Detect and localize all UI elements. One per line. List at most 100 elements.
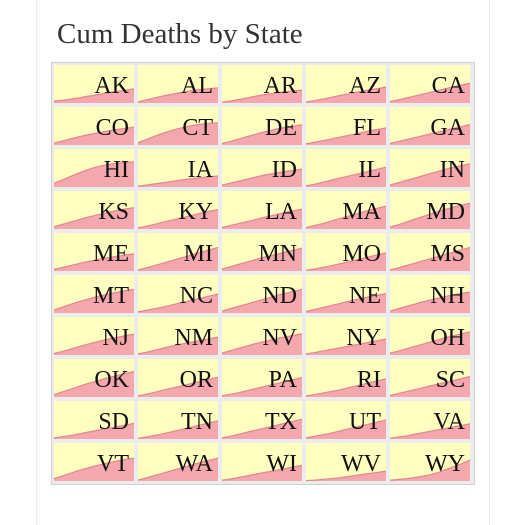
cum-deaths-line (305, 252, 387, 271)
state-panel-sd: SD (53, 401, 135, 439)
state-label: NH (430, 283, 465, 309)
state-panel-md: MD (389, 191, 471, 229)
state-panel-tn: TN (137, 401, 219, 439)
cum-deaths-area (390, 292, 470, 313)
state-panel-ne: NE (305, 275, 387, 313)
state-label: WI (266, 451, 297, 477)
state-label: TN (181, 409, 213, 435)
state-label: NE (349, 283, 381, 309)
state-label: AZ (349, 73, 381, 99)
cum-deaths-line (53, 253, 135, 271)
state-label: LA (265, 199, 298, 225)
small-multiples-grid: AK AL AR AZ CA CO CT DE FL GA HI IA ID IL IN KS KY LA MA MD… (51, 62, 475, 485)
state-panel-ga: GA (389, 107, 471, 145)
state-label: IA (188, 157, 214, 183)
cum-deaths-line (305, 338, 387, 355)
cum-deaths-line (389, 375, 471, 397)
state-label: CA (432, 73, 466, 99)
state-label: NM (174, 325, 213, 351)
cum-deaths-area (54, 289, 134, 313)
state-label: PA (269, 367, 298, 393)
cum-deaths-line (53, 161, 135, 184)
cum-deaths-area (138, 337, 218, 355)
cum-deaths-line (221, 247, 303, 270)
cum-deaths-line (221, 464, 303, 481)
cum-deaths-line (305, 470, 387, 482)
state-label: MI (184, 241, 213, 267)
state-panel-in: IN (389, 149, 471, 187)
state-label: OR (180, 367, 213, 393)
state-panel-hi: HI (53, 149, 135, 187)
state-label: ID (272, 157, 297, 183)
state-label: AR (264, 73, 297, 99)
cum-deaths-line (53, 422, 135, 439)
cum-deaths-area (54, 161, 134, 187)
state-panel-nv: NV (221, 317, 303, 355)
cum-deaths-line (137, 209, 219, 229)
cum-deaths-line (137, 457, 219, 481)
cum-deaths-area (138, 420, 218, 439)
cum-deaths-area (138, 176, 218, 187)
cum-deaths-area (54, 207, 134, 229)
cum-deaths-line (221, 168, 303, 186)
cum-deaths-area (222, 289, 302, 313)
chart-title: Cum Deaths by State (57, 18, 303, 50)
state-panel-ak: AK (53, 65, 135, 103)
cum-deaths-area (54, 253, 134, 271)
state-panel-wy: WY (389, 443, 471, 481)
cum-deaths-area (390, 331, 470, 355)
cum-deaths-line (389, 423, 471, 439)
state-label: DE (265, 115, 297, 141)
cum-deaths-line (305, 86, 387, 103)
state-label: HI (104, 157, 129, 183)
state-label: KS (98, 199, 129, 225)
cum-deaths-line (53, 457, 135, 480)
state-panel-nj: NJ (53, 317, 135, 355)
state-panel-de: DE (221, 107, 303, 145)
cum-deaths-line (137, 293, 219, 313)
cum-deaths-line (389, 82, 471, 103)
cum-deaths-line (221, 377, 303, 397)
state-label: ME (93, 241, 129, 267)
cum-deaths-area (222, 333, 302, 355)
state-label: RI (357, 367, 381, 393)
state-panel-ky: KY (137, 191, 219, 229)
state-label: IL (358, 157, 381, 183)
state-label: TX (265, 409, 297, 435)
cum-deaths-line (389, 246, 471, 271)
cum-deaths-line (137, 246, 219, 271)
state-panel-id: ID (221, 149, 303, 187)
state-label: GA (430, 115, 465, 141)
cum-deaths-line (389, 123, 471, 145)
state-panel-ct: CT (137, 107, 219, 145)
state-panel-mn: MN (221, 233, 303, 271)
cum-deaths-line (389, 331, 471, 354)
cum-deaths-line (53, 88, 135, 102)
state-panel-oh: OH (389, 317, 471, 355)
state-label: IN (440, 157, 465, 183)
cum-deaths-area (222, 209, 302, 229)
state-label: NV (262, 325, 297, 351)
state-panel-mi: MI (137, 233, 219, 271)
state-panel-ut: UT (305, 401, 387, 439)
state-label: AK (94, 73, 129, 99)
state-label: MT (93, 283, 129, 309)
state-label: MA (342, 199, 381, 225)
state-panel-ny: NY (305, 317, 387, 355)
cum-deaths-line (305, 419, 387, 439)
cum-deaths-area (54, 334, 134, 355)
state-label: NJ (102, 325, 129, 351)
state-label: SC (436, 367, 465, 393)
state-panel-sc: SC (389, 359, 471, 397)
state-panel-nc: NC (137, 275, 219, 313)
cum-deaths-line (389, 202, 471, 228)
state-label: NC (180, 283, 213, 309)
cum-deaths-line (305, 293, 387, 313)
state-label: MS (430, 241, 465, 267)
state-label: MD (426, 199, 465, 225)
state-panel-la: LA (221, 191, 303, 229)
state-label: MN (258, 241, 297, 267)
state-label: SD (98, 409, 129, 435)
cum-deaths-line (53, 370, 135, 396)
cum-deaths-line (137, 420, 219, 439)
